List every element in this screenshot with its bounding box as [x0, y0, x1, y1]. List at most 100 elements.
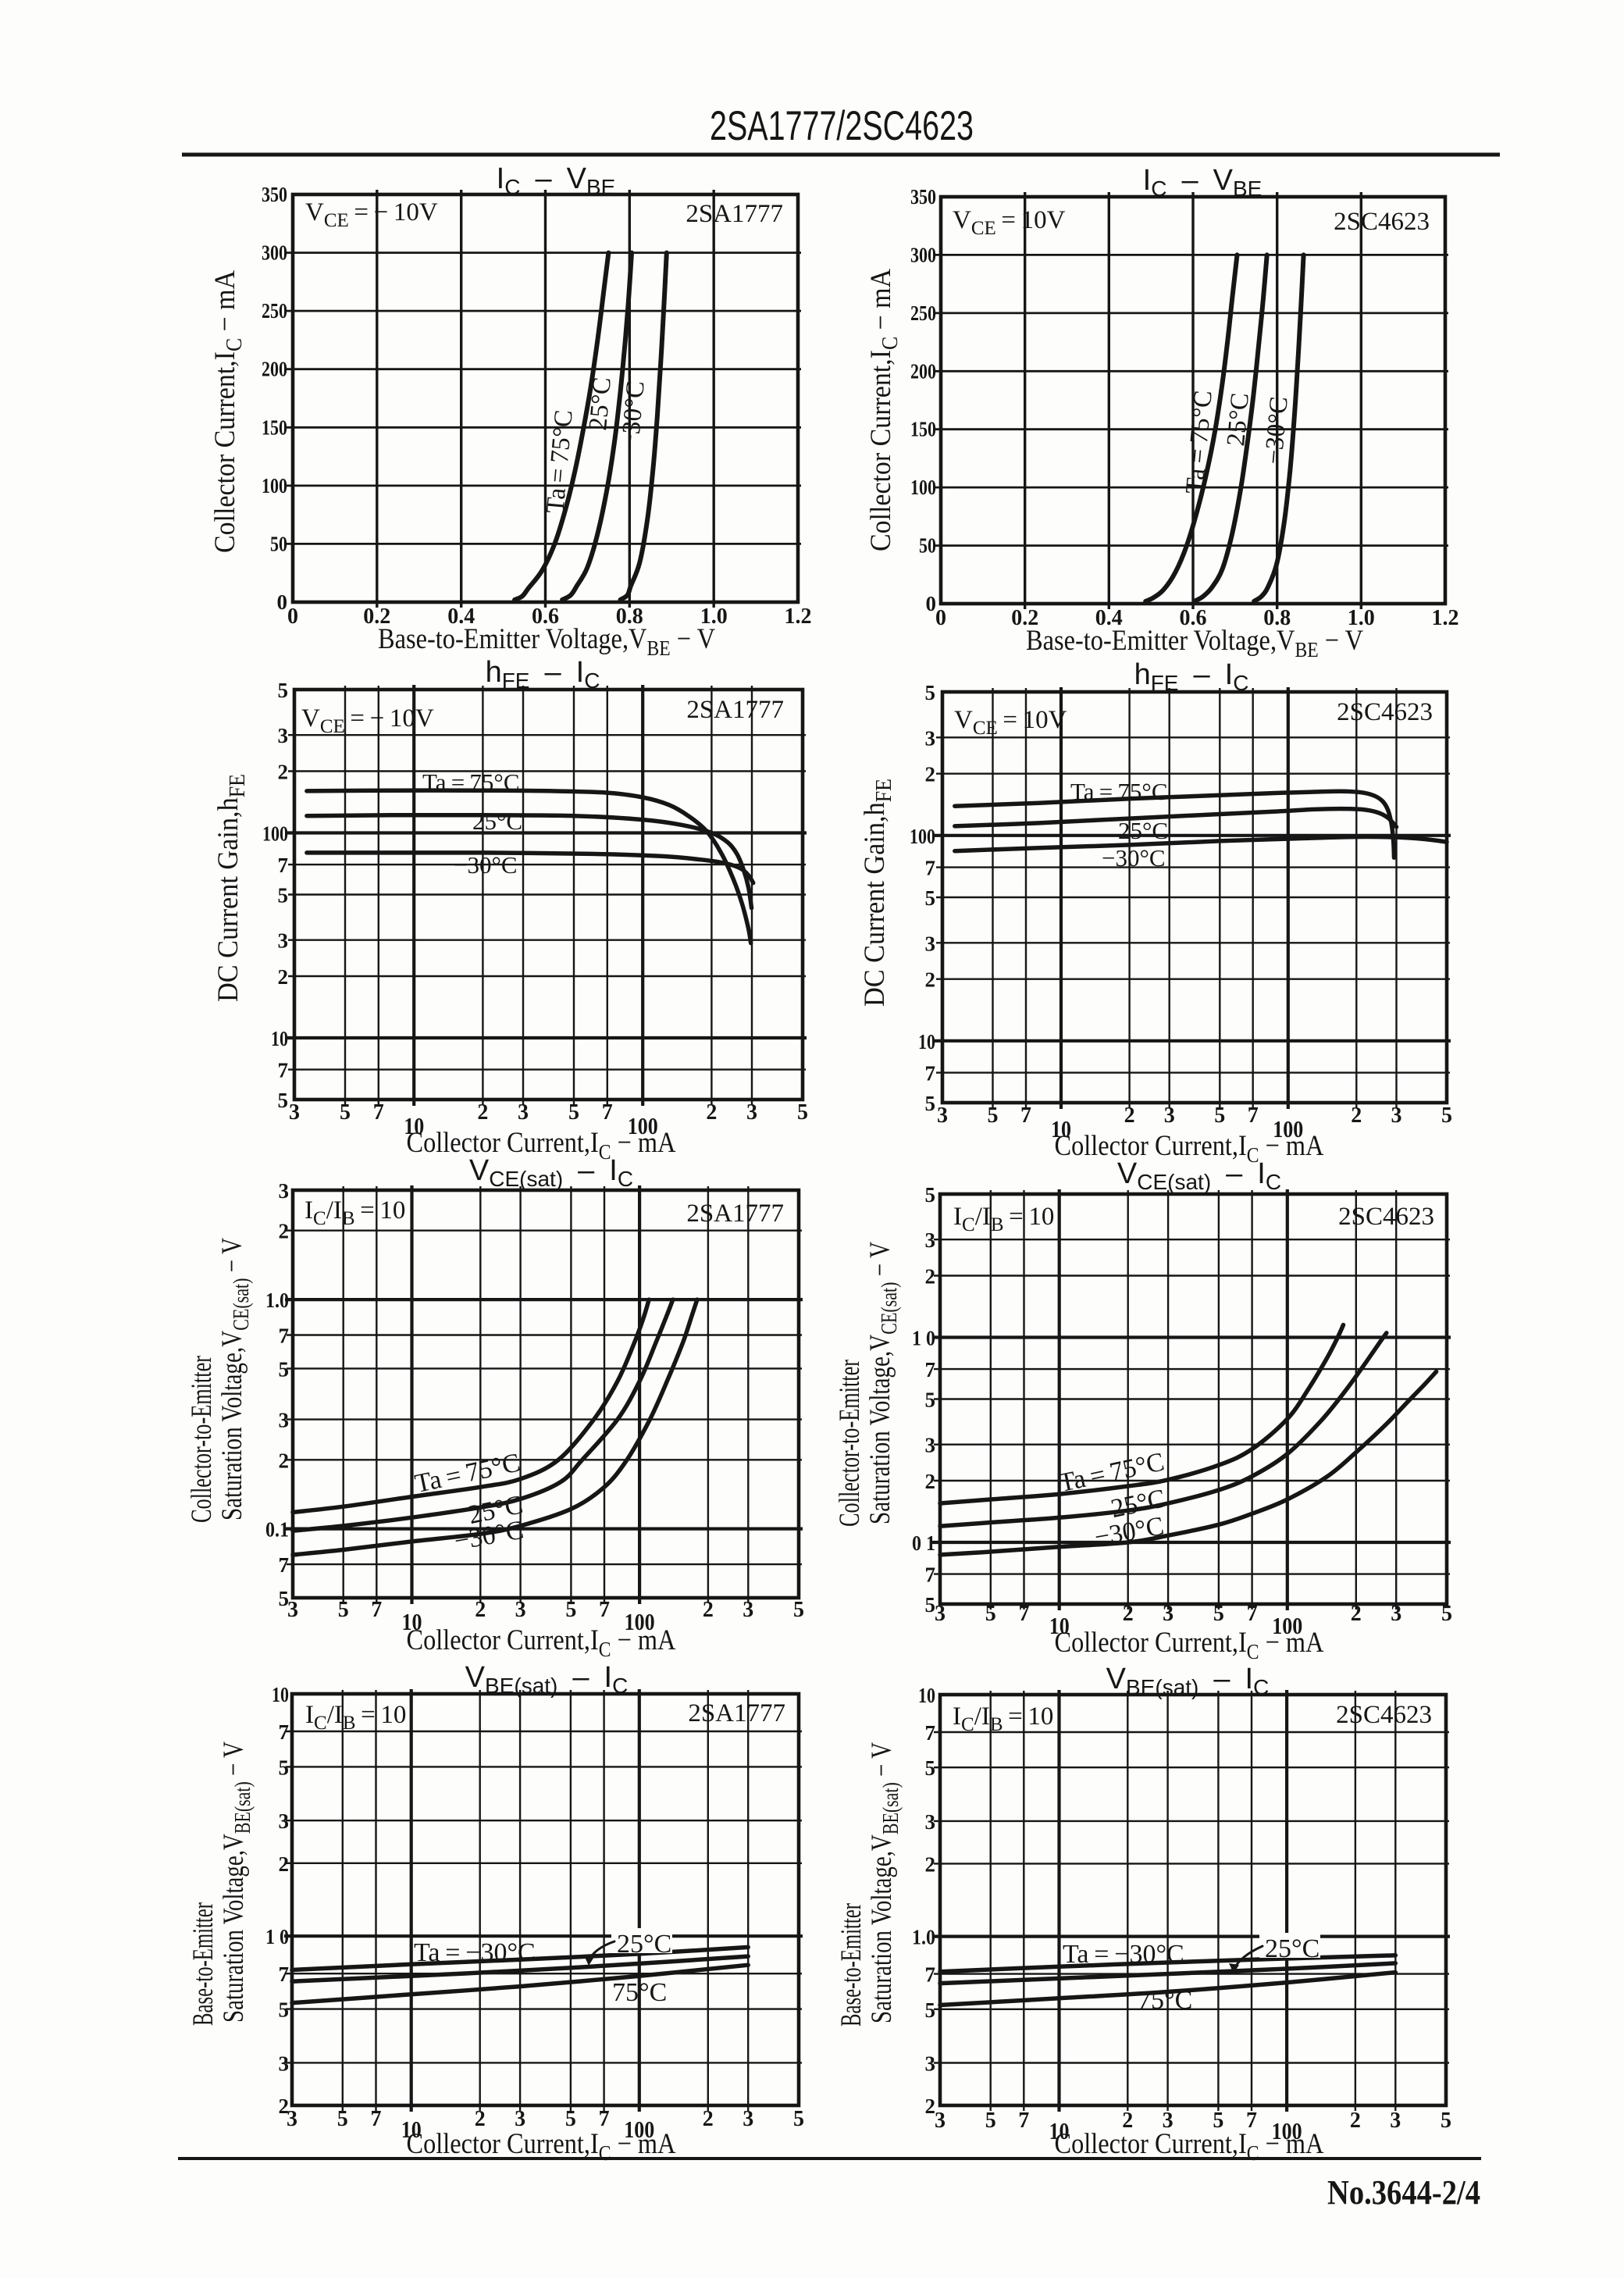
- svg-text:3: 3: [279, 1409, 290, 1432]
- svg-text:7: 7: [925, 1963, 936, 1987]
- svg-text:DC Current Gain,hFE: DC Current Gain,hFE: [212, 774, 250, 1002]
- svg-text:250: 250: [262, 299, 287, 323]
- svg-text:IC – VBE: IC – VBE: [1143, 164, 1263, 201]
- svg-text:5: 5: [1441, 1602, 1452, 1626]
- svg-text:25°C: 25°C: [617, 1930, 671, 1959]
- svg-text:1.0: 1.0: [912, 1926, 935, 1949]
- svg-text:350: 350: [910, 185, 936, 209]
- svg-text:3: 3: [279, 1809, 290, 1833]
- svg-text:1.2: 1.2: [785, 604, 812, 629]
- svg-text:100: 100: [1272, 2117, 1302, 2144]
- svg-text:10: 10: [271, 1027, 288, 1050]
- svg-text:25°C: 25°C: [1118, 817, 1168, 844]
- svg-text:7: 7: [925, 1062, 936, 1086]
- svg-text:50: 50: [270, 532, 287, 555]
- svg-text:0.4: 0.4: [447, 604, 475, 629]
- svg-text:200: 200: [262, 358, 287, 381]
- svg-text:−30°C: −30°C: [1102, 844, 1166, 872]
- svg-text:5: 5: [925, 681, 936, 704]
- svg-text:200: 200: [910, 359, 936, 383]
- svg-text:2: 2: [703, 2107, 714, 2131]
- svg-text:Saturation Voltage,VCE(sat) −: Saturation Voltage,VCE(sat) − V: [864, 1242, 902, 1524]
- svg-text:−30°C: −30°C: [1092, 1512, 1166, 1553]
- svg-text:3: 3: [925, 1434, 936, 1457]
- svg-text:7: 7: [602, 1100, 613, 1125]
- svg-text:VBE(sat) – IC: VBE(sat) – IC: [465, 1661, 629, 1698]
- svg-text:5: 5: [278, 1089, 289, 1112]
- svg-text:7: 7: [279, 1324, 290, 1348]
- svg-text:VCE = − 10V: VCE = − 10V: [301, 704, 434, 737]
- svg-text:5: 5: [793, 1598, 804, 1622]
- svg-text:2: 2: [925, 1852, 936, 1876]
- svg-text:3: 3: [937, 1103, 948, 1128]
- svg-text:Collector Current,IC − mA: Collector Current,IC − mA: [865, 269, 903, 551]
- svg-text:3: 3: [925, 726, 936, 750]
- svg-text:2: 2: [925, 2094, 936, 2118]
- svg-text:hFE – IC: hFE – IC: [486, 656, 600, 693]
- svg-text:3: 3: [1391, 1103, 1402, 1128]
- svg-text:3: 3: [1163, 2109, 1173, 2133]
- svg-text:7: 7: [1019, 1602, 1030, 1626]
- svg-text:2SA1777/2SC4623: 2SA1777/2SC4623: [710, 103, 974, 149]
- svg-text:3: 3: [925, 1228, 936, 1252]
- svg-text:10: 10: [404, 1112, 424, 1139]
- svg-text:5: 5: [279, 1587, 290, 1610]
- svg-text:100: 100: [1272, 1612, 1302, 1639]
- svg-text:5: 5: [988, 1103, 999, 1128]
- svg-text:3: 3: [1391, 1602, 1401, 1626]
- svg-text:7: 7: [1020, 1103, 1031, 1128]
- svg-text:5: 5: [925, 1756, 936, 1780]
- svg-text:7: 7: [925, 857, 936, 880]
- svg-text:0.1: 0.1: [265, 1518, 289, 1542]
- svg-text:2: 2: [703, 1598, 714, 1622]
- svg-text:25°C: 25°C: [472, 807, 522, 835]
- svg-text:5: 5: [337, 2107, 348, 2131]
- svg-text:10: 10: [918, 1684, 935, 1707]
- svg-text:Base-to-Emitter Voltage,VBE −: Base-to-Emitter Voltage,VBE − V: [378, 623, 715, 660]
- svg-text:3: 3: [278, 724, 289, 747]
- svg-text:3: 3: [278, 929, 289, 953]
- svg-text:VCE = − 10V: VCE = − 10V: [305, 198, 438, 231]
- svg-text:5: 5: [279, 1998, 290, 2022]
- svg-text:5: 5: [338, 1598, 349, 1622]
- svg-text:0.2: 0.2: [1011, 606, 1038, 630]
- svg-text:5: 5: [985, 1602, 996, 1626]
- svg-text:5: 5: [925, 1183, 936, 1207]
- svg-text:100: 100: [910, 825, 935, 848]
- svg-text:2: 2: [1351, 1602, 1362, 1626]
- svg-text:0 1: 0 1: [912, 1531, 935, 1555]
- svg-text:2SA1777: 2SA1777: [686, 696, 784, 724]
- svg-text:−30°C: −30°C: [452, 1516, 526, 1556]
- svg-text:5: 5: [278, 884, 289, 907]
- svg-text:3: 3: [279, 1179, 290, 1203]
- svg-text:0.8: 0.8: [1263, 606, 1291, 630]
- svg-text:2: 2: [475, 2107, 486, 2131]
- svg-text:0: 0: [935, 606, 946, 630]
- svg-text:2: 2: [925, 763, 936, 786]
- svg-text:2: 2: [925, 1470, 936, 1493]
- svg-text:Collector Current,IC − mA: Collector Current,IC − mA: [1055, 1130, 1324, 1167]
- svg-text:2: 2: [279, 2094, 290, 2118]
- svg-text:3: 3: [289, 1100, 300, 1125]
- svg-text:5: 5: [793, 2107, 804, 2131]
- svg-text:Collector Current,IC − mA: Collector Current,IC − mA: [407, 1127, 676, 1164]
- svg-text:2: 2: [1351, 1103, 1362, 1128]
- svg-text:Collector-to-Emitter: Collector-to-Emitter: [834, 1360, 866, 1527]
- svg-text:100: 100: [262, 474, 287, 497]
- svg-text:2: 2: [925, 968, 936, 992]
- svg-text:2SC4623: 2SC4623: [1338, 1203, 1434, 1231]
- svg-text:10: 10: [401, 2116, 422, 2143]
- svg-text:7: 7: [925, 1358, 936, 1381]
- svg-text:Base-to-Emitter: Base-to-Emitter: [835, 1903, 867, 2027]
- svg-text:250: 250: [910, 301, 936, 325]
- svg-text:5: 5: [1441, 1103, 1452, 1128]
- svg-text:−30°C: −30°C: [1259, 395, 1293, 465]
- svg-text:−30°C: −30°C: [454, 851, 518, 879]
- svg-text:25°C: 25°C: [1265, 1934, 1320, 1963]
- svg-text:2: 2: [1122, 2109, 1133, 2133]
- svg-text:100: 100: [624, 2116, 654, 2143]
- svg-text:3: 3: [515, 2107, 525, 2131]
- svg-text:2: 2: [706, 1100, 717, 1125]
- svg-text:1.2: 1.2: [1432, 606, 1459, 630]
- svg-text:3: 3: [515, 1598, 526, 1622]
